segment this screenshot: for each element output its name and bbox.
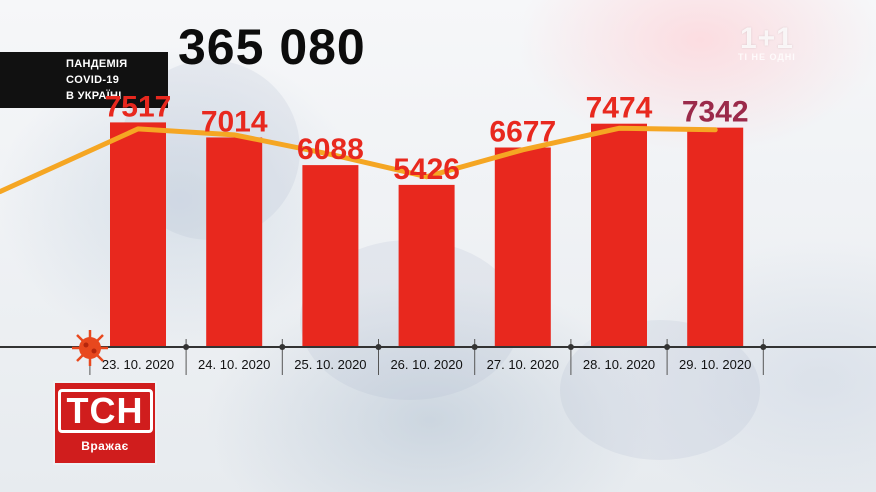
title-line-3: В УКРАЇНІ [66,90,122,102]
x-axis-tick-dot [183,344,190,350]
bar-value-labels: 7517 7014 6088 5426 6677 7474 7342 [105,90,749,185]
bar-value-label: 7517 [105,90,172,123]
x-axis-tick-dot [664,344,671,350]
bar-value-label: 5426 [393,153,460,186]
bar [398,184,455,347]
total-cases: 365 080 [178,19,366,75]
bar [591,123,647,347]
tsn-badge: ТСН Вражає [55,383,155,463]
x-axis-tick-dot [760,344,767,350]
bar-value-label: 6677 [489,116,556,149]
x-tick-label: 24. 10. 2020 [198,357,270,372]
x-axis-tick-dot [375,344,382,350]
bars-group [110,122,744,347]
tsn-subtitle: Вражає [81,439,129,453]
title-box: ПАНДЕМІЯ COVID-19 В УКРАЇНІ [0,52,168,108]
channel-watermark: 1+1 ТІ НЕ ОДНІ [738,22,796,62]
bar-value-label: 7474 [586,92,653,125]
x-axis-tick-dot [567,344,574,350]
x-tick-label: 27. 10. 2020 [487,357,559,372]
bar [110,122,166,347]
bar-value-label: 7342 [682,96,749,129]
x-axis-tick-dot [471,344,478,350]
bar [302,165,359,347]
title-line-2: COVID-19 [66,74,120,86]
x-tick-label: 26. 10. 2020 [390,357,462,372]
bar [687,127,744,347]
x-tick-label: 28. 10. 2020 [583,357,655,372]
trend-line [0,125,718,195]
bar-value-label: 7014 [201,105,268,138]
bar [206,137,263,347]
x-axis-labels: 23. 10. 2020 24. 10. 2020 25. 10. 2020 26. … [102,357,751,372]
tsn-logo: ТСН [57,389,153,433]
x-tick-label: 29. 10. 2020 [679,357,751,372]
x-axis-tick-dot [279,344,286,350]
channel-slogan: ТІ НЕ ОДНІ [738,52,796,62]
x-tick-label: 23. 10. 2020 [102,357,174,372]
title-line-1: ПАНДЕМІЯ [66,58,128,70]
bar [494,147,551,347]
x-tick-label: 25. 10. 2020 [294,357,366,372]
virus-icon [72,330,108,366]
bar-value-label: 6088 [297,133,364,166]
channel-logo: 1+1 [739,22,794,55]
